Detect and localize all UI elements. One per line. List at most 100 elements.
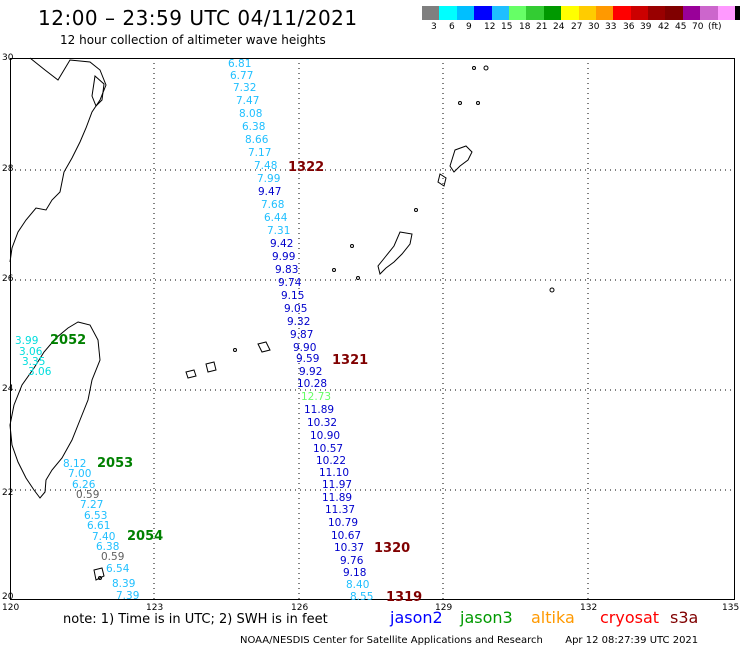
wave-height-value: 3.99 — [15, 335, 39, 347]
satellite-legend-jason3: jason3 — [460, 608, 513, 627]
wave-height-value: 8.12 — [63, 458, 87, 470]
map-subtitle: 12 hour collection of altimeter wave hei… — [60, 33, 326, 47]
wave-height-value: 10.32 — [307, 417, 338, 429]
wave-height-value: 7.00 — [68, 468, 92, 480]
generated-timestamp: Apr 12 08:27:39 UTC 2021 — [565, 635, 699, 646]
wave-height-value: 8.39 — [112, 578, 136, 590]
wave-height-value: 9.83 — [275, 264, 299, 276]
wave-height-value: 7.27 — [80, 499, 104, 511]
wave-height-value: 6.53 — [84, 510, 108, 522]
kyushu-coast — [9, 57, 107, 263]
legend-swatch — [439, 6, 457, 20]
wave-height-value: 6.44 — [264, 212, 288, 224]
wave-height-value: 11.89 — [304, 404, 335, 416]
wave-height-value: 9.76 — [340, 555, 364, 567]
wave-height-value: 8.55 — [350, 591, 374, 603]
y-tick-label: 30 — [2, 53, 14, 63]
legend-swatch — [543, 6, 562, 20]
wave-height-value: 6.81 — [228, 58, 252, 70]
pass-label: 1321 — [332, 353, 369, 368]
legend-swatch — [717, 6, 736, 20]
taiwan-coast — [9, 321, 101, 499]
satellite-legend-jason2: jason2 — [390, 608, 443, 627]
legend-label: 36 — [623, 22, 635, 32]
legend-swatch — [630, 6, 649, 20]
legend-swatch — [595, 6, 614, 20]
wave-height-value: 10.37 — [334, 542, 365, 554]
wave-height-value: 10.22 — [316, 455, 347, 467]
legend-label: 18 — [519, 22, 531, 32]
x-tick-label: 135 — [722, 603, 740, 613]
coastline — [9, 57, 555, 581]
wave-height-value: 12.73 — [301, 391, 332, 403]
wave-height-value: 9.87 — [290, 329, 314, 341]
wave-height-value: 10.67 — [331, 530, 362, 542]
wave-height-value: 9.47 — [258, 186, 282, 198]
legend-swatch — [682, 6, 701, 20]
legend-swatch — [578, 6, 596, 20]
legend-label: 33 — [605, 22, 617, 32]
wave-height-value: 9.92 — [299, 366, 323, 378]
wave-height-value: 10.57 — [313, 443, 344, 455]
wave-height-value: 8.40 — [346, 579, 370, 591]
pass-label: 1319 — [386, 590, 423, 605]
wave-height-value: 10.90 — [310, 430, 341, 442]
legend-label: 12 — [484, 22, 496, 32]
y-tick-label: 24 — [2, 384, 14, 394]
legend-label: 39 — [640, 22, 652, 32]
legend-swatch — [491, 6, 509, 20]
legend-swatch — [474, 6, 492, 20]
x-tick-label: 132 — [580, 603, 598, 613]
wave-height-value: 9.90 — [293, 342, 317, 354]
wave-height-value: 7.39 — [116, 590, 140, 602]
wave-height-value: 9.59 — [296, 353, 320, 365]
satellite-legend-cryosat: cryosat — [600, 608, 660, 627]
wave-height-value: 0.59 — [76, 489, 100, 501]
wave-height-value: 0.59 — [101, 551, 125, 563]
x-tick-label: 126 — [291, 603, 309, 613]
legend-swatch — [700, 6, 718, 20]
satellite-legend-s3a: s3a — [670, 608, 699, 627]
wave-height-value: 11.97 — [322, 479, 353, 491]
wave-height-value: 6.38 — [242, 121, 266, 133]
wave-height-value: 9.42 — [270, 238, 294, 250]
wave-height-value: 9.74 — [278, 277, 302, 289]
credit-text: NOAA/NESDIS Center for Satellite Applica… — [240, 635, 543, 646]
wave-height-value: 10.79 — [328, 517, 359, 529]
y-tick-label: 22 — [2, 488, 14, 498]
wave-height-value: 3.35 — [22, 356, 46, 368]
legend-swatch — [735, 6, 740, 20]
wave-height-value: 3.06 — [19, 346, 43, 358]
wave-height-value: 11.37 — [325, 504, 356, 516]
legend-swatch — [648, 6, 666, 20]
legend-label: 27 — [571, 22, 583, 32]
legend-swatch — [508, 6, 527, 20]
legend-label: 45 — [675, 22, 687, 32]
x-tick-label: 129 — [435, 603, 453, 613]
legend-label: 24 — [553, 22, 565, 32]
pass-label: 2052 — [50, 333, 87, 348]
legend-label: 9 — [466, 22, 472, 32]
grid-lines — [10, 58, 735, 600]
wave-height-value: 7.40 — [92, 531, 116, 543]
legend-label: 21 — [536, 22, 548, 32]
wave-height-value: 7.99 — [257, 173, 281, 185]
wave-height-value: 11.89 — [322, 492, 353, 504]
pass-label: 2053 — [97, 456, 134, 471]
map-frame — [10, 58, 735, 600]
wave-height-value: 7.17 — [248, 147, 272, 159]
color-scale-legend — [422, 6, 740, 20]
y-tick-label: 26 — [2, 274, 14, 284]
legend-swatch — [526, 6, 544, 20]
wave-height-value: 9.18 — [343, 567, 367, 579]
wave-height-value: 8.08 — [239, 108, 263, 120]
legend-label: 42 — [658, 22, 670, 32]
footnote: note: 1) Time is in UTC; 2) SWH is in fe… — [63, 612, 328, 627]
legend-label: (ft) — [708, 22, 722, 32]
legend-label: 6 — [449, 22, 455, 32]
credit-line: NOAA/NESDIS Center for Satellite Applica… — [240, 635, 698, 646]
wave-height-value: 7.47 — [236, 95, 260, 107]
wave-height-value: 10.28 — [297, 378, 328, 390]
legend-label: 3 — [431, 22, 437, 32]
legend-label: 70 — [692, 22, 704, 32]
